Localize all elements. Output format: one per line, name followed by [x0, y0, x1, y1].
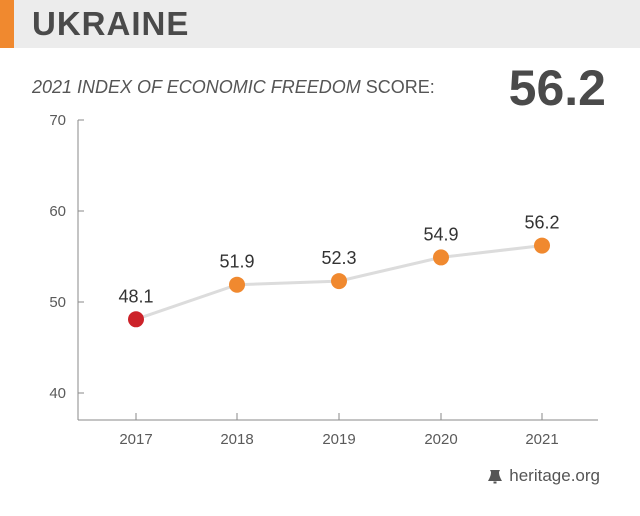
- subtitle-index-name: 2021 INDEX OF ECONOMIC FREEDOM: [32, 77, 361, 97]
- data-label: 48.1: [118, 286, 153, 306]
- y-tick-label: 60: [49, 203, 66, 220]
- banner-accent-bar: [0, 0, 14, 48]
- x-tick-label: 2021: [525, 431, 558, 448]
- data-label: 51.9: [219, 252, 254, 272]
- x-tick-label: 2017: [119, 431, 152, 448]
- data-point: [331, 273, 347, 290]
- title-banner: UKRAINE: [0, 0, 640, 48]
- data-point: [128, 311, 144, 328]
- country-title: UKRAINE: [32, 5, 190, 42]
- data-label: 56.2: [524, 213, 559, 233]
- y-tick-label: 70: [49, 112, 66, 129]
- index-subtitle: 2021 INDEX OF ECONOMIC FREEDOM SCORE:: [32, 76, 435, 98]
- x-tick-label: 2020: [424, 431, 457, 448]
- data-point: [229, 276, 245, 293]
- data-point: [534, 237, 550, 254]
- overall-score: 56.2: [508, 60, 606, 116]
- x-tick-label: 2018: [220, 431, 253, 448]
- data-label: 52.3: [321, 248, 356, 268]
- y-tick-label: 50: [49, 294, 66, 311]
- data-point: [433, 249, 449, 266]
- y-tick-label: 40: [49, 385, 66, 402]
- source-credit: heritage.org: [487, 466, 600, 486]
- x-tick-label: 2019: [322, 431, 355, 448]
- liberty-bell-icon: [488, 470, 503, 484]
- data-label: 54.9: [423, 224, 458, 244]
- source-text: heritage.org: [509, 466, 600, 485]
- subtitle-score-label: SCORE:: [360, 77, 435, 97]
